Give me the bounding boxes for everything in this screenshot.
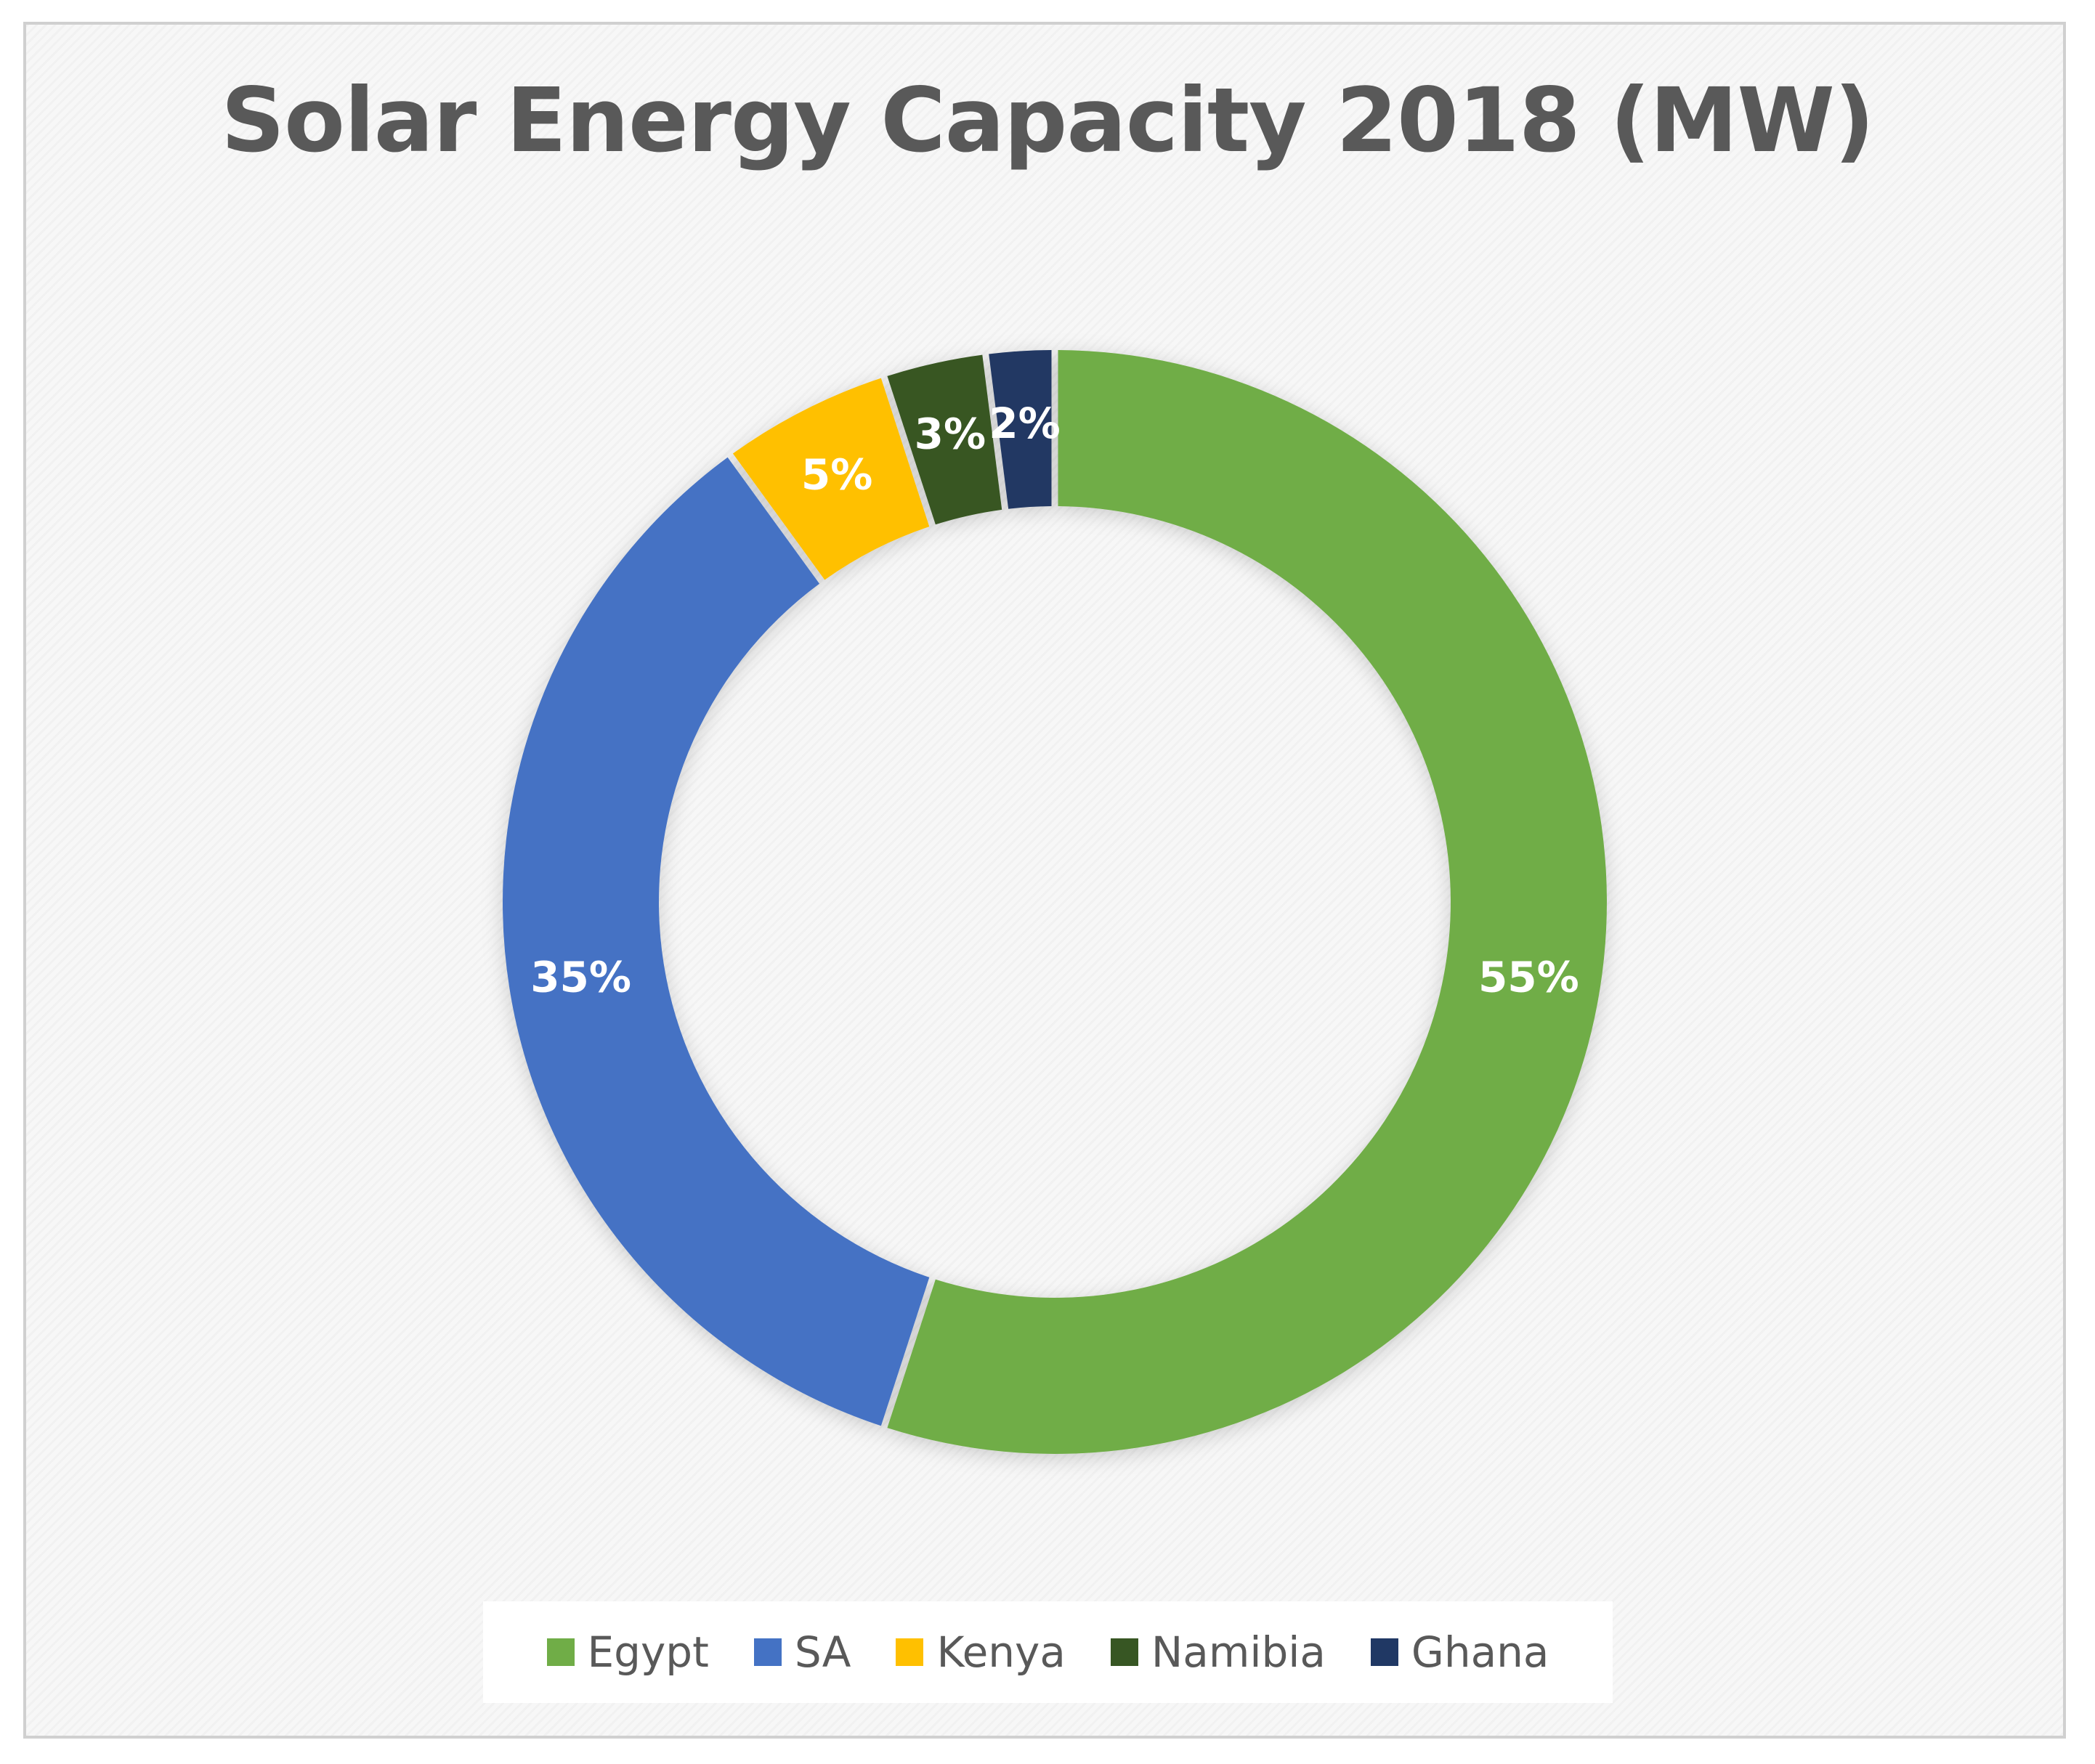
legend: Egypt SA Kenya Namibia Ghana <box>483 1601 1613 1703</box>
chart-area <box>23 22 2066 1739</box>
slice-kenya <box>732 378 930 580</box>
slice-sa <box>502 457 930 1426</box>
legend-label-ghana: Ghana <box>1411 1627 1549 1677</box>
legend-item-egypt: Egypt <box>546 1627 709 1677</box>
legend-swatch-egypt <box>546 1638 575 1666</box>
data-label-namibia: 3% <box>915 409 986 458</box>
legend-item-sa: SA <box>753 1627 851 1677</box>
legend-label-namibia: Namibia <box>1151 1627 1326 1677</box>
data-label-sa: 35% <box>530 952 631 1001</box>
legend-label-egypt: Egypt <box>587 1627 709 1677</box>
chart-title: Solar Energy Capacity 2018 (MW) <box>221 69 1874 172</box>
slice-ghana <box>989 350 1052 509</box>
legend-swatch-kenya <box>896 1638 924 1666</box>
legend-item-ghana: Ghana <box>1370 1627 1549 1677</box>
legend-swatch-ghana <box>1370 1638 1398 1666</box>
legend-swatch-sa <box>753 1638 782 1666</box>
data-label-kenya: 5% <box>801 450 872 499</box>
slice-namibia <box>887 354 1002 525</box>
legend-item-namibia: Namibia <box>1110 1627 1326 1677</box>
legend-label-sa: SA <box>794 1627 851 1677</box>
legend-item-kenya: Kenya <box>896 1627 1066 1677</box>
data-label-egypt: 55% <box>1478 952 1579 1001</box>
legend-label-kenya: Kenya <box>936 1627 1066 1677</box>
legend-swatch-namibia <box>1110 1638 1138 1666</box>
slice-egypt <box>887 350 1607 1455</box>
data-label-ghana: 2% <box>989 399 1060 448</box>
